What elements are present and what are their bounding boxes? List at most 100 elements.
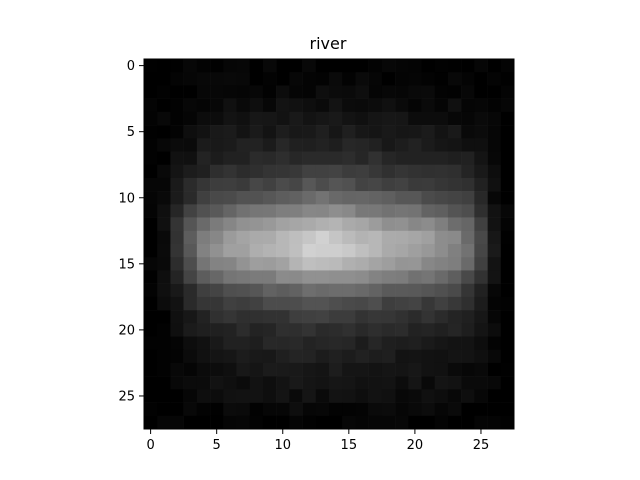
heatmap-cell <box>355 85 369 99</box>
heatmap-cell <box>395 257 409 271</box>
heatmap-cell <box>500 376 515 390</box>
heatmap-cell <box>302 349 317 364</box>
heatmap-cell <box>276 244 290 258</box>
heatmap-cell <box>329 177 343 192</box>
heatmap-cell <box>262 349 277 364</box>
heatmap-cell <box>289 402 303 417</box>
heatmap-cell <box>355 98 369 113</box>
heatmap-cell <box>381 244 396 258</box>
heatmap-cell <box>421 257 436 271</box>
heatmap-cell <box>342 402 356 417</box>
heatmap-cell <box>183 204 198 218</box>
heatmap-cell <box>210 323 224 337</box>
heatmap-cell <box>355 336 369 351</box>
heatmap-cell <box>355 415 369 430</box>
heatmap-cell <box>262 270 277 284</box>
heatmap-cell <box>157 270 171 284</box>
heatmap-cell <box>289 111 303 126</box>
heatmap-cell <box>447 217 462 232</box>
heatmap-cell <box>355 138 369 152</box>
heatmap-cell <box>196 177 211 192</box>
heatmap-cell <box>144 283 158 298</box>
heatmap-cell <box>381 151 396 166</box>
heatmap-cell <box>408 257 422 271</box>
heatmap-cell <box>421 138 436 152</box>
heatmap-cell <box>144 362 158 377</box>
heatmap-cell <box>487 111 502 126</box>
heatmap-cell <box>223 402 237 417</box>
heatmap-cell <box>262 402 277 417</box>
heatmap-cell <box>368 362 383 377</box>
heatmap-cell <box>262 85 277 99</box>
heatmap-cell <box>381 376 396 390</box>
heatmap-cell <box>421 376 436 390</box>
heatmap-cell <box>196 151 211 166</box>
heatmap-cell <box>342 310 356 324</box>
heatmap-cell <box>381 283 396 298</box>
heatmap-cell <box>223 151 237 166</box>
heatmap-cell <box>342 72 356 86</box>
heatmap-cell <box>355 349 369 364</box>
heatmap-cell <box>381 164 396 179</box>
heatmap-cell <box>223 204 237 218</box>
heatmap-cell <box>500 323 515 337</box>
heatmap-cell <box>183 336 198 351</box>
heatmap-cell <box>315 217 330 232</box>
heatmap-cell <box>210 415 224 430</box>
heatmap-cell <box>408 323 422 337</box>
heatmap-cell <box>144 164 158 179</box>
heatmap-cell <box>276 85 290 99</box>
heatmap-cell <box>381 59 396 73</box>
heatmap-cell <box>210 191 224 205</box>
heatmap-cell <box>474 244 488 258</box>
heatmap-cell <box>421 336 436 351</box>
heatmap-cell <box>302 164 317 179</box>
heatmap-cell <box>144 98 158 113</box>
heatmap-cell <box>276 323 290 337</box>
heatmap-cell <box>474 177 488 192</box>
heatmap-cell <box>249 415 264 430</box>
heatmap-cell <box>157 323 171 337</box>
heatmap-cell <box>461 376 475 390</box>
heatmap-cell <box>461 98 475 113</box>
heatmap-cell <box>447 336 462 351</box>
heatmap-cell <box>236 72 251 86</box>
heatmap-cell <box>487 349 502 364</box>
heatmap-cell <box>329 283 343 298</box>
heatmap-cell <box>461 59 475 73</box>
heatmap-cell <box>276 138 290 152</box>
heatmap-cell <box>289 362 303 377</box>
y-tick-label: 20 <box>118 323 135 338</box>
heatmap-cell <box>342 257 356 271</box>
heatmap-cell <box>157 349 171 364</box>
heatmap-cell <box>144 244 158 258</box>
heatmap-cell <box>210 164 224 179</box>
heatmap-cell <box>434 376 449 390</box>
heatmap-cell <box>342 191 356 205</box>
heatmap-cell <box>302 376 317 390</box>
heatmap-cell <box>474 191 488 205</box>
heatmap-cell <box>183 98 198 113</box>
heatmap-cell <box>487 389 502 403</box>
heatmap-cell <box>236 125 251 139</box>
heatmap-cell <box>144 323 158 337</box>
heatmap-cell <box>408 72 422 86</box>
heatmap-cell <box>315 349 330 364</box>
heatmap-cell <box>368 72 383 86</box>
heatmap-cell <box>395 138 409 152</box>
heatmap-cell <box>355 283 369 298</box>
heatmap-cell <box>183 362 198 377</box>
heatmap-cell <box>196 296 211 311</box>
heatmap-cell <box>500 244 515 258</box>
heatmap-cell <box>447 151 462 166</box>
heatmap-cell <box>236 415 251 430</box>
heatmap-cell <box>381 270 396 284</box>
heatmap-cell <box>487 230 502 245</box>
heatmap-cell <box>421 389 436 403</box>
heatmap-cell <box>421 151 436 166</box>
heatmap-cell <box>170 296 184 311</box>
heatmap-cell <box>223 257 237 271</box>
heatmap-cell <box>395 389 409 403</box>
heatmap-cell <box>342 230 356 245</box>
heatmap-cell <box>315 230 330 245</box>
